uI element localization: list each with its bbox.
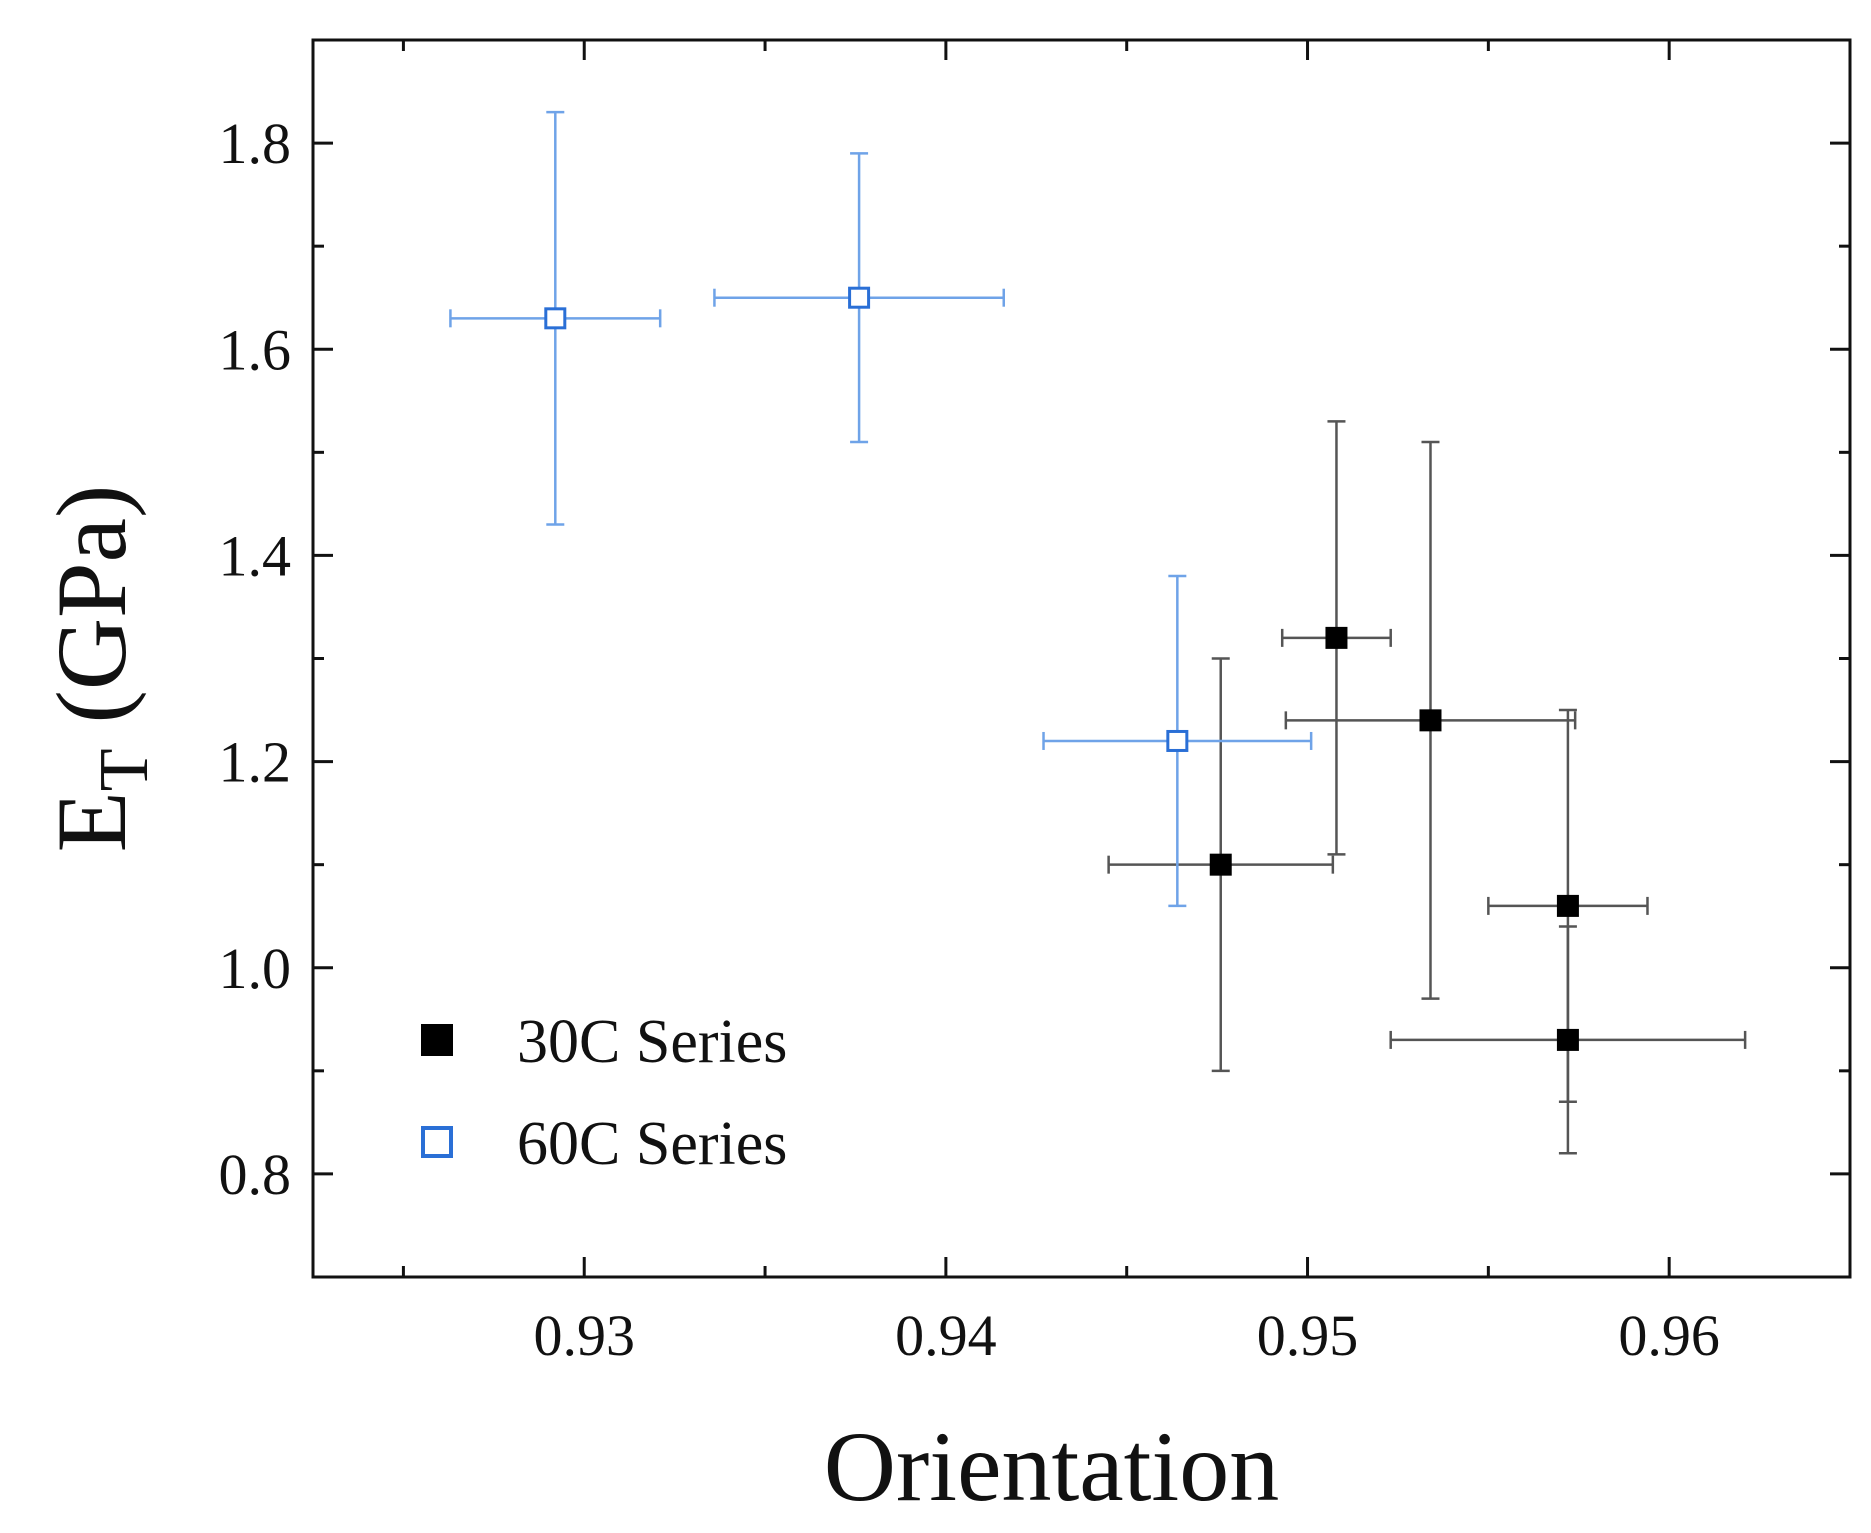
- y-tick-label: 0.8: [219, 1142, 292, 1207]
- y-tick-label: 1.0: [219, 936, 292, 1001]
- y-tick-label: 1.2: [219, 730, 292, 795]
- series-60c-point: [1166, 729, 1189, 752]
- legend-30c-swatch: [421, 1024, 453, 1056]
- series-30c-point: [1556, 894, 1579, 917]
- x-tick-label: 0.94: [895, 1303, 997, 1368]
- series-30c-point: [1325, 626, 1348, 649]
- series-60c-point: [848, 286, 871, 309]
- x-tick-label: 0.95: [1257, 1303, 1359, 1368]
- y-tick-label: 1.4: [219, 523, 292, 588]
- legend-60c-label: 60C Series: [517, 1110, 787, 1178]
- y-axis-title-unit: (GPa): [36, 485, 147, 749]
- x-tick-label: 0.93: [533, 1303, 635, 1368]
- y-axis-title-subscript: T: [86, 748, 163, 791]
- series-30c-point: [1419, 709, 1442, 732]
- y-tick-label: 1.6: [219, 317, 292, 382]
- legend-60c-swatch: [421, 1126, 453, 1158]
- x-tick-label: 0.96: [1618, 1303, 1720, 1368]
- series-30c-point: [1556, 1028, 1579, 1051]
- y-axis-title-main: E: [36, 791, 147, 852]
- y-axis-title: ET (GPa): [36, 485, 163, 853]
- x-axis-title: Orientation: [824, 1411, 1279, 1522]
- legend-30c-label: 30C Series: [517, 1008, 787, 1076]
- series-60c-point: [544, 307, 567, 330]
- y-tick-label: 1.8: [219, 111, 292, 176]
- series-30c-point: [1209, 853, 1232, 876]
- plot-frame: [311, 38, 1852, 1279]
